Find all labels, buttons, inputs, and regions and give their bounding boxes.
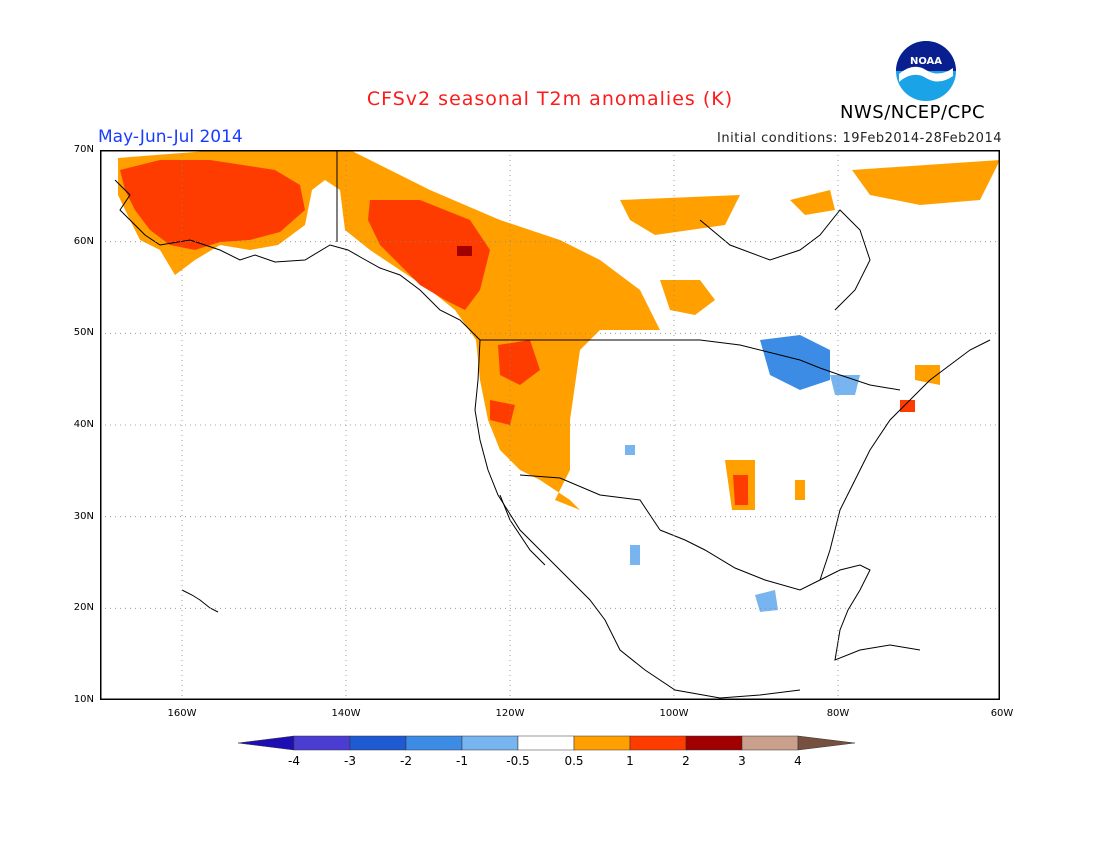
anomaly-region-14: [733, 475, 748, 505]
border-us-canada: [480, 339, 901, 391]
lat-label-70N: 70N: [73, 144, 94, 155]
map-frame: [100, 150, 1000, 700]
coastline-alaska: [114, 179, 481, 341]
anomaly-region-9: [790, 190, 835, 215]
lat-label-20N: 20N: [73, 602, 94, 614]
lat-label-40N: 40N: [73, 419, 94, 430]
colorbar-label: -1: [456, 754, 468, 768]
border-us-mexico: [519, 474, 661, 531]
noaa-logo: NOAA: [896, 41, 956, 101]
lat-label-10N: 10N: [73, 694, 94, 705]
coastline-hawaii: [181, 589, 219, 613]
coastline-baja: [499, 494, 546, 566]
coastline-west: [474, 339, 801, 699]
anomaly-region-4: [457, 246, 472, 256]
coastline-east: [819, 339, 991, 581]
colorbar-arrow-right: [797, 735, 856, 751]
period-label: May-Jun-Jul 2014: [98, 127, 243, 147]
colorbar-segment-3: [405, 735, 463, 751]
anomaly-region-5: [498, 340, 540, 385]
logo-text: NOAA: [910, 56, 942, 67]
anomaly-region-6: [490, 400, 515, 425]
lon-label-60W: 60W: [990, 708, 1014, 719]
lon-label-120W: 120W: [495, 708, 525, 719]
anomaly-region-7: [620, 195, 740, 235]
colorbar-label: 3: [738, 754, 746, 768]
anomaly-region-18: [755, 590, 778, 612]
colorbar-label: -3: [344, 754, 356, 768]
colorbar-label: -0.5: [506, 754, 530, 768]
lat-label-60N: 60N: [73, 235, 94, 247]
lat-label-50N: 50N: [73, 327, 94, 339]
anomaly-region-3: [368, 200, 490, 310]
coastline-hudson: [699, 209, 871, 311]
colorbar-segment-8: [685, 735, 743, 751]
colorbar-segment-7: [629, 735, 687, 751]
colorbar-segment-5: [517, 735, 575, 751]
colorbar-segment-2: [349, 735, 407, 751]
colorbar-label: -2: [400, 754, 412, 768]
gridlines: [100, 150, 1000, 700]
colorbar-label: 0.5: [564, 754, 584, 768]
initial-conditions-label: Initial conditions: 19Feb2014-28Feb2014: [717, 131, 1002, 146]
anomaly-region-19: [630, 545, 640, 565]
anomaly-region-17: [830, 375, 860, 395]
colorbar-arrow-left: [238, 735, 295, 751]
coastlines: [114, 150, 991, 699]
anomaly-map: [100, 150, 1000, 700]
anomaly-region-8: [660, 280, 715, 315]
lon-label-140W: 140W: [331, 708, 361, 719]
lat-label-30N: 30N: [73, 510, 94, 522]
anomaly-region-11: [915, 365, 940, 385]
anomaly-region-20: [625, 445, 635, 455]
colorbar: [238, 735, 856, 751]
lon-label-80W: 80W: [826, 708, 850, 719]
agency-label: NWS/NCEP/CPC: [840, 102, 986, 123]
coastline-gulf: [659, 529, 921, 661]
anomaly-region-10: [852, 160, 1000, 205]
anomaly-region-16: [760, 335, 830, 390]
anomaly-region-1: [120, 160, 305, 250]
anomaly-cells: [118, 150, 1000, 612]
anomaly-region-15: [795, 480, 805, 500]
colorbar-segment-6: [573, 735, 631, 751]
colorbar-segment-4: [461, 735, 519, 751]
colorbar-label: 2: [682, 754, 690, 768]
anomaly-region-12: [900, 400, 915, 412]
colorbar-label: -4: [288, 754, 300, 768]
chart-title: CFSv2 seasonal T2m anomalies (K): [366, 88, 734, 110]
colorbar-label: 1: [626, 754, 634, 768]
lon-label-160W: 160W: [167, 708, 197, 719]
colorbar-label: 4: [794, 754, 802, 768]
colorbar-segment-1: [293, 735, 351, 751]
lon-label-100W: 100W: [659, 708, 689, 719]
colorbar-segment-9: [741, 735, 799, 751]
